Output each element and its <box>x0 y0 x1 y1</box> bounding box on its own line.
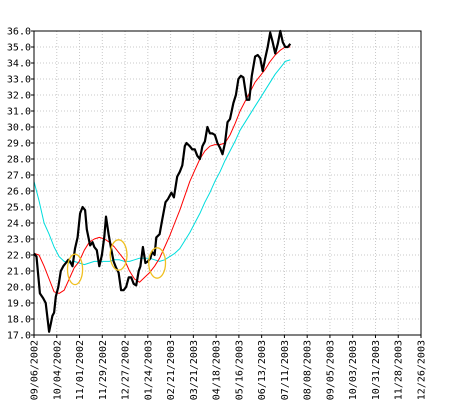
annotation-ellipse <box>109 239 128 271</box>
y-tick-label: 35.0 <box>7 43 31 54</box>
y-tick-label: 21.0 <box>7 267 31 278</box>
x-tick-label: 11/28/2003 <box>394 340 405 400</box>
y-tick-label: 24.0 <box>7 219 31 230</box>
y-tick-label: 33.0 <box>7 75 31 86</box>
x-tick-label: 11/29/2002 <box>98 340 109 400</box>
grid <box>33 30 422 336</box>
x-tick-label: 11/01/2002 <box>75 340 86 400</box>
y-tick-label: 27.0 <box>7 171 31 182</box>
x-tick-label: 05/16/2003 <box>234 340 245 400</box>
x-tick-label: 12/27/2002 <box>121 340 132 400</box>
y-axis: 17.0 18.0 19.0 20.0 21.0 22.0 23.0 24.0 25.0 26.0… <box>7 27 34 342</box>
series-line-2 <box>33 59 291 266</box>
x-axis: 09/06/2002 10/04/2002 11/01/2002 11/29/2002… <box>30 335 428 400</box>
y-tick-label: 31.0 <box>7 107 31 118</box>
x-tick-label: 04/18/2003 <box>212 340 223 400</box>
y-tick-label: 25.0 <box>7 203 31 214</box>
annotation-ellipse <box>148 247 167 279</box>
y-tick-label: 18.0 <box>7 315 31 326</box>
y-tick-label: 36.0 <box>7 27 31 38</box>
y-tick-label: 22.0 <box>7 251 31 262</box>
series-line-0 <box>33 29 292 333</box>
y-tick-label: 29.0 <box>7 139 31 150</box>
y-tick-label: 28.0 <box>7 155 31 166</box>
x-tick-label: 02/21/2003 <box>166 340 177 400</box>
x-tick-label: 09/05/2003 <box>325 340 336 400</box>
x-tick-label: 09/06/2002 <box>30 340 41 400</box>
x-tick-label: 10/03/2003 <box>348 340 359 400</box>
series-line-1 <box>33 46 291 294</box>
x-tick-label: 10/04/2002 <box>52 340 63 400</box>
y-tick-label: 19.0 <box>7 299 31 310</box>
y-tick-label: 26.0 <box>7 187 31 198</box>
x-tick-label: 12/26/2003 <box>417 340 428 400</box>
x-tick-label: 06/13/2003 <box>257 340 268 400</box>
y-tick-label: 20.0 <box>7 283 31 294</box>
x-tick-label: 03/21/2003 <box>189 340 200 400</box>
annotation-ellipse <box>66 253 84 286</box>
y-tick-label: 32.0 <box>7 91 31 102</box>
x-tick-label: 01/24/2003 <box>143 340 154 400</box>
annotations <box>66 239 167 286</box>
plot-frame <box>33 30 422 336</box>
y-tick-label: 17.0 <box>7 331 31 342</box>
y-tick-label: 30.0 <box>7 123 31 134</box>
y-tick-label: 23.0 <box>7 235 31 246</box>
x-tick-label: 07/11/2003 <box>280 340 291 400</box>
y-tick-label: 34.0 <box>7 59 31 70</box>
x-tick-label: 08/08/2003 <box>303 340 314 400</box>
x-tick-label: 10/31/2003 <box>371 340 382 400</box>
series-group <box>33 29 292 333</box>
